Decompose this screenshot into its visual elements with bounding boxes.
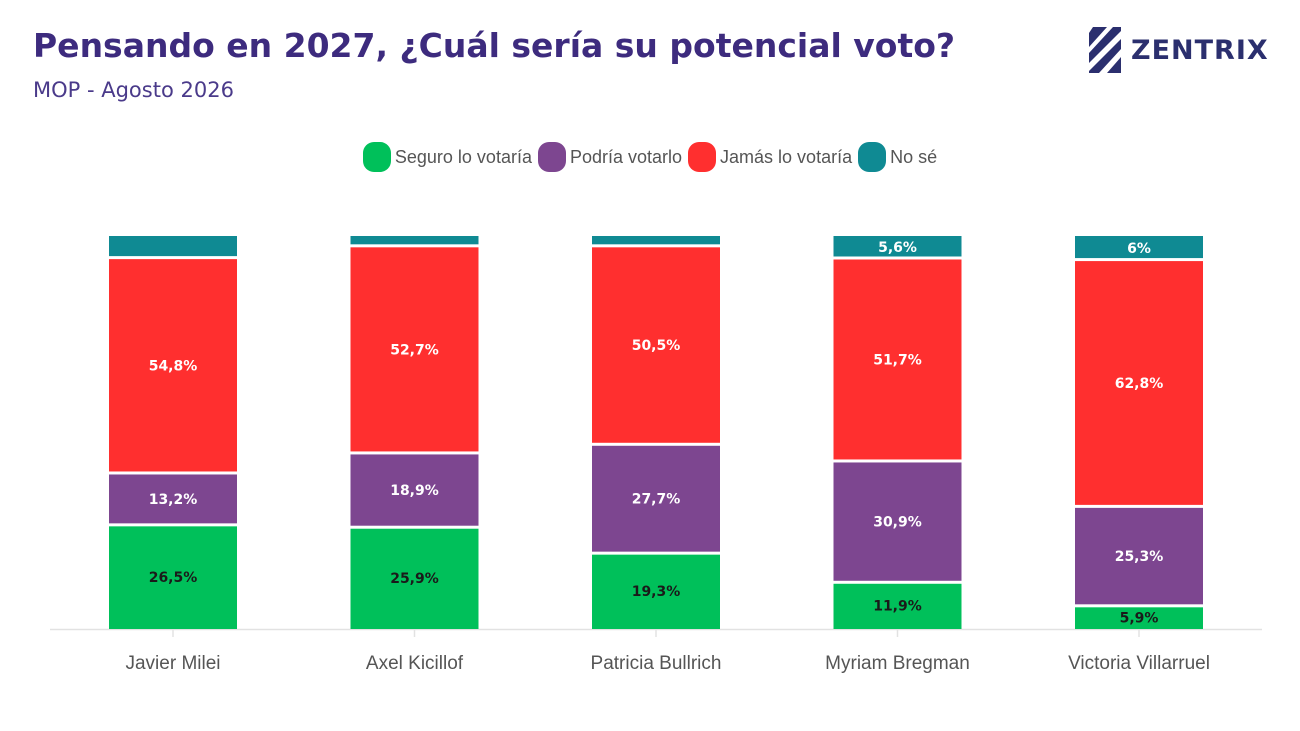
data-label: 25,3% xyxy=(1115,549,1164,565)
data-label: 62,8% xyxy=(1115,376,1164,392)
legend-item-nose: No sé xyxy=(858,142,937,172)
bar-segment xyxy=(1075,607,1203,629)
x-tick-label: Axel Kicillof xyxy=(366,653,464,674)
bar-segment xyxy=(833,583,962,629)
chart-title: Pensando en 2027, ¿Cuál sería su potenci… xyxy=(33,26,956,65)
bar-segment xyxy=(1075,507,1203,605)
x-tick-label: Victoria Villarruel xyxy=(1068,653,1210,674)
bar-segment xyxy=(109,259,237,472)
data-label: 13,2% xyxy=(149,492,198,508)
data-label: 19,3% xyxy=(632,584,681,600)
bar-segment xyxy=(592,445,720,552)
data-label: 27,7% xyxy=(632,492,681,508)
x-tick-label: Myriam Bregman xyxy=(825,653,970,674)
bar-segment xyxy=(109,474,237,524)
bar-segment xyxy=(592,236,720,245)
chart-subtitle: MOP - Agosto 2026 xyxy=(33,78,234,102)
bar-segment xyxy=(350,247,479,452)
bar-segment xyxy=(350,454,479,526)
x-tick-label: Javier Milei xyxy=(125,653,220,674)
data-label: 54,8% xyxy=(149,358,198,374)
legend-swatch-nose xyxy=(858,142,887,172)
legend-label-seguro: Seguro lo votaría xyxy=(394,146,532,167)
bar-segment xyxy=(1075,236,1203,259)
data-label: 5,6% xyxy=(878,240,917,256)
legend-swatch-seguro xyxy=(362,142,391,172)
chart-legend: Seguro lo votaría Podría votarlo Jamás l… xyxy=(0,142,1300,172)
zentrix-stripes-icon xyxy=(1089,27,1121,73)
bar-segment xyxy=(592,247,720,443)
brand-name: ZENTRIX xyxy=(1131,34,1269,66)
data-label: 6% xyxy=(1127,241,1151,257)
legend-item-seguro: Seguro lo votaría xyxy=(362,142,532,172)
bar-segment xyxy=(833,259,962,460)
data-label: 52,7% xyxy=(390,342,439,358)
data-label: 11,9% xyxy=(873,599,922,615)
legend-label-nose: No sé xyxy=(890,146,938,167)
bar-segment xyxy=(350,236,479,245)
legend-swatch-jamas xyxy=(688,142,717,172)
bar-segment xyxy=(833,236,962,257)
bar-segment xyxy=(592,554,720,629)
data-label: 18,9% xyxy=(390,483,439,499)
bar-segment xyxy=(1075,261,1203,505)
bar-segment xyxy=(109,236,237,257)
data-label: 5,9% xyxy=(1120,610,1159,626)
brand-logo: ZENTRIX xyxy=(1085,22,1269,78)
data-label: 50,5% xyxy=(632,338,681,354)
data-label: 25,9% xyxy=(390,571,439,587)
data-label: 26,5% xyxy=(149,570,198,586)
legend-label-podria: Podría votarlo xyxy=(569,146,683,167)
bar-segment xyxy=(833,462,962,581)
bar-segment xyxy=(350,528,479,629)
legend-item-jamas: Jamás lo votaría xyxy=(688,142,852,172)
data-label: 30,9% xyxy=(873,515,922,531)
bar-segment xyxy=(109,526,237,629)
legend-swatch-podria xyxy=(537,142,566,172)
x-tick-label: Patricia Bullrich xyxy=(591,653,722,674)
data-label: 51,7% xyxy=(873,352,922,368)
legend-item-podria: Podría votarlo xyxy=(537,142,683,172)
legend-label-jamas: Jamás lo votaría xyxy=(720,146,853,167)
